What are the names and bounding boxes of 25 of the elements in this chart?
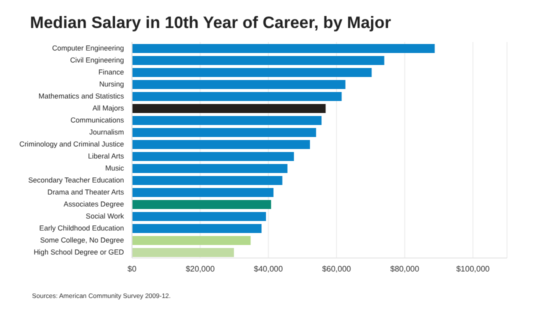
x-tick-label: $0: [128, 264, 137, 274]
bar: [132, 188, 274, 197]
bar: [132, 200, 272, 209]
bar: [132, 236, 251, 245]
chart-title: Median Salary in 10th Year of Career, by Major: [30, 14, 392, 33]
bar: [132, 80, 346, 89]
x-tick-label: $40,000: [254, 264, 284, 274]
bar: [132, 140, 310, 149]
bar: [132, 92, 342, 101]
bar: [132, 212, 266, 221]
x-tick-label: $20,000: [186, 264, 216, 274]
x-tick-label: $60,000: [322, 264, 352, 274]
bar: [132, 248, 234, 257]
bar: [132, 104, 326, 113]
bar: [132, 152, 294, 161]
bar: [132, 128, 316, 137]
bar: [132, 44, 435, 53]
bar: [132, 56, 384, 65]
bar: [132, 224, 262, 233]
bar: [132, 116, 322, 125]
bar: [132, 164, 288, 173]
bar: [132, 176, 282, 185]
x-tick-label: $80,000: [390, 264, 420, 274]
x-tick-label: $100,000: [456, 264, 490, 274]
bar: [132, 68, 372, 77]
